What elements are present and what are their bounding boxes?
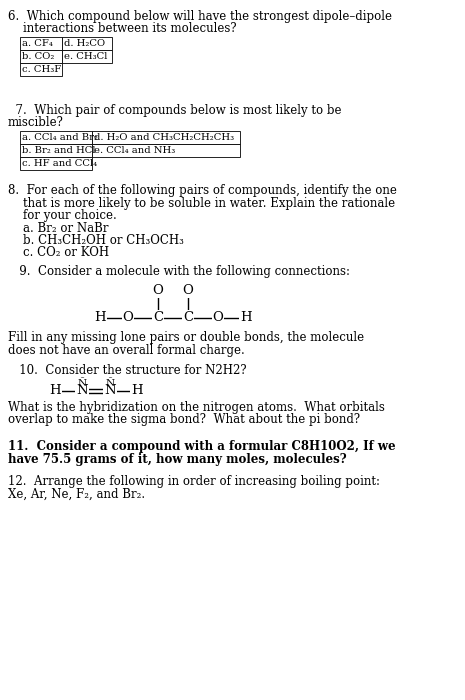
Text: e. CCl₄ and NH₃: e. CCl₄ and NH₃ [94, 146, 175, 155]
Text: have 75.5 grams of it, how many moles, molecules?: have 75.5 grams of it, how many moles, m… [8, 452, 346, 466]
Text: Ñ: Ñ [78, 379, 86, 388]
Text: Xe, Ar, Ne, F₂, and Br₂.: Xe, Ar, Ne, F₂, and Br₂. [8, 487, 145, 500]
Text: interactions between its molecules?: interactions between its molecules? [8, 22, 237, 36]
Bar [92, 144, 240, 157]
Text: c. HF and CCl₄: c. HF and CCl₄ [22, 159, 97, 168]
Text: Fill in any missing lone pairs or double bonds, the molecule: Fill in any missing lone pairs or double… [8, 332, 364, 344]
Text: c. CO₂ or KOH: c. CO₂ or KOH [8, 246, 109, 260]
Text: 12.  Arrange the following in order of increasing boiling point:: 12. Arrange the following in order of in… [8, 475, 380, 488]
Text: miscible?: miscible? [8, 116, 64, 130]
Text: that is more likely to be soluble in water. Explain the rationale: that is more likely to be soluble in wat… [8, 197, 395, 209]
Text: does not have an overall formal charge.: does not have an overall formal charge. [8, 344, 245, 357]
Text: d. H₂O and CH₃CH₂CH₂CH₃: d. H₂O and CH₃CH₂CH₂CH₃ [94, 133, 234, 142]
Text: for your choice.: for your choice. [8, 209, 117, 222]
Text: 11.  Consider a compound with a formular C8H10O2, If we: 11. Consider a compound with a formular … [8, 440, 396, 453]
Text: e. CH₃Cl: e. CH₃Cl [64, 52, 107, 61]
Bar [62, 37, 112, 50]
Text: 6.  Which compound below will have the strongest dipole–dipole: 6. Which compound below will have the st… [8, 10, 392, 23]
Text: O: O [183, 284, 193, 297]
Text: a. CF₄: a. CF₄ [22, 39, 53, 48]
Text: What is the hybridization on the nitrogen atoms.  What orbitals: What is the hybridization on the nitroge… [8, 401, 385, 414]
Bar [20, 50, 62, 63]
Text: O: O [123, 311, 133, 324]
Bar [92, 131, 240, 144]
Text: d. H₂CO: d. H₂CO [64, 39, 105, 48]
Bar [20, 63, 62, 76]
Text: c. CH₃F: c. CH₃F [22, 65, 61, 74]
Text: 7.  Which pair of compounds below is most likely to be: 7. Which pair of compounds below is most… [8, 104, 341, 117]
Bar [20, 144, 92, 157]
Text: H: H [94, 311, 106, 324]
Bar [20, 157, 92, 170]
Text: 8.  For each of the following pairs of compounds, identify the one: 8. For each of the following pairs of co… [8, 184, 397, 197]
Text: a. CCl₄ and Br₂: a. CCl₄ and Br₂ [22, 133, 98, 142]
Text: b. CH₃CH₂OH or CH₃OCH₃: b. CH₃CH₂OH or CH₃OCH₃ [8, 234, 184, 247]
Text: H: H [240, 311, 252, 324]
Text: b. CO₂: b. CO₂ [22, 52, 54, 61]
Text: H: H [131, 384, 143, 398]
Text: 9.  Consider a molecule with the following connections:: 9. Consider a molecule with the followin… [8, 265, 350, 278]
Text: C: C [153, 311, 163, 324]
Text: b. Br₂ and HCl: b. Br₂ and HCl [22, 146, 95, 155]
Bar [62, 50, 112, 63]
Text: O: O [153, 284, 163, 297]
Text: O: O [213, 311, 224, 324]
Text: Ñ: Ñ [106, 379, 114, 388]
Bar [20, 37, 62, 50]
Text: C: C [183, 311, 193, 324]
Text: 10.  Consider the structure for N2H2?: 10. Consider the structure for N2H2? [8, 365, 246, 377]
Text: N: N [104, 384, 116, 398]
Text: H: H [49, 384, 61, 398]
Text: a. Br₂ or NaBr: a. Br₂ or NaBr [8, 221, 108, 234]
Text: overlap to make the sigma bond?  What about the pi bond?: overlap to make the sigma bond? What abo… [8, 414, 360, 426]
Text: N: N [76, 384, 88, 398]
Bar [20, 131, 92, 144]
